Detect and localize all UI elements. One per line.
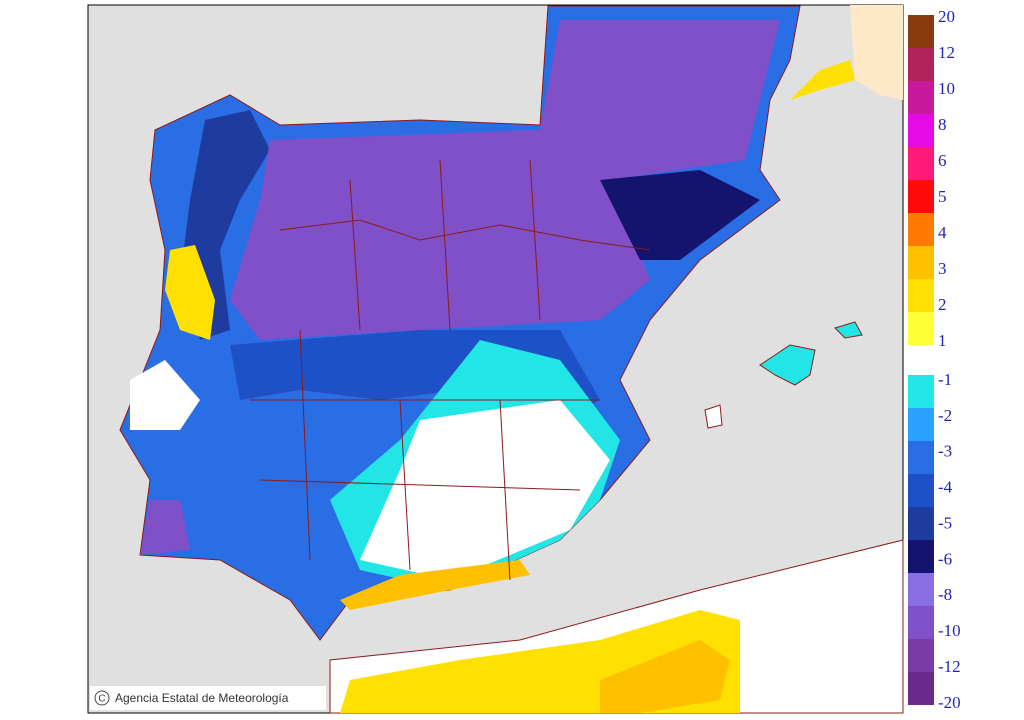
portugal-coast-warm [165, 245, 215, 340]
menorca [834, 321, 863, 339]
south-coast-warm [340, 560, 530, 610]
legend-label: -3 [938, 442, 952, 461]
legend-swatch [908, 15, 934, 48]
legend-label: 20 [938, 7, 955, 26]
legend-swatch [908, 213, 934, 246]
north-plateau-zone [230, 20, 780, 340]
legend-label: -20 [938, 693, 961, 712]
legend-label: -6 [938, 549, 952, 568]
copyright-letter: C [98, 694, 105, 705]
legend-swatch [908, 81, 934, 114]
attribution: Agencia Estatal de Meteorología [115, 691, 289, 705]
southeast-mild-zone [360, 400, 610, 580]
legend-label: 8 [938, 115, 947, 134]
legend-swatch [908, 672, 934, 705]
legend-label: -2 [938, 406, 952, 425]
legend-swatch [908, 312, 934, 345]
legend-swatch [908, 147, 934, 180]
legend-label: 4 [938, 223, 947, 242]
legend-label: -4 [938, 478, 953, 497]
map: aemet C Agencia Estatal de Meteorología [87, 4, 904, 714]
france-area [850, 5, 903, 100]
legend-swatch [908, 375, 934, 408]
southwest-cold-zone [140, 500, 190, 555]
legend: 20 12 10 8 6 5 4 3 2 1 -1 -2 -3 -4 -5 -6 -8 -10 -12 -20 [908, 7, 961, 712]
legend-label: 10 [938, 79, 955, 98]
lisbon-mild-zone [130, 360, 200, 430]
legend-swatch [908, 540, 934, 573]
legend-swatch [908, 48, 934, 81]
legend-label: -5 [938, 513, 952, 532]
france-coast-warm [790, 60, 855, 100]
northeast-cold-zone [600, 170, 760, 260]
legend-label: 3 [938, 259, 947, 278]
copyright-icon [94, 690, 110, 706]
legend-swatch [908, 114, 934, 147]
legend-swatch [908, 441, 934, 474]
legend-swatch [908, 180, 934, 213]
legend-label: -8 [938, 585, 952, 604]
legend-swatch [908, 639, 934, 672]
legend-swatch [908, 246, 934, 279]
legend-swatch [908, 507, 934, 540]
legend-label: -1 [938, 370, 952, 389]
province-borders [250, 159, 651, 581]
legend-label: 12 [938, 43, 955, 62]
legend-label: 2 [938, 295, 947, 314]
watermark: aemet [802, 665, 880, 696]
legend-label: -10 [938, 621, 961, 640]
legend-swatch [908, 279, 934, 312]
legend-label: 6 [938, 151, 947, 170]
africa-warm-patch [600, 640, 730, 713]
legend-label: 1 [938, 331, 947, 350]
ibiza [704, 404, 723, 429]
legend-swatch [908, 474, 934, 507]
mallorca [759, 344, 816, 386]
attribution-box [90, 686, 326, 710]
legend-label: -12 [938, 657, 961, 676]
legend-label: 5 [938, 187, 947, 206]
legend-swatch [908, 408, 934, 441]
legend-swatch [908, 573, 934, 606]
legend-swatch [908, 606, 934, 639]
